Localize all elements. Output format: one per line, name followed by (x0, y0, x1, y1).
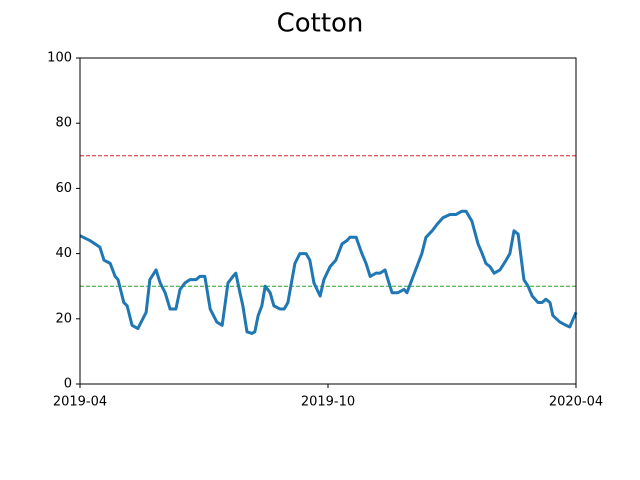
y-tick-label: 40 (55, 246, 72, 261)
chart-title: Cotton (277, 9, 364, 39)
y-tick-label: 20 (55, 311, 72, 326)
y-tick-label: 100 (47, 51, 72, 66)
x-tick-label: 2020-04 (549, 395, 603, 410)
y-tick-label: 0 (64, 377, 72, 392)
x-tick-label: 2019-04 (53, 395, 107, 410)
plot-frame (79, 57, 577, 385)
data-line (79, 209, 578, 335)
y-tick-label: 60 (55, 181, 72, 196)
x-tick-label: 2019-10 (301, 395, 355, 410)
y-tick-label: 80 (55, 116, 72, 131)
